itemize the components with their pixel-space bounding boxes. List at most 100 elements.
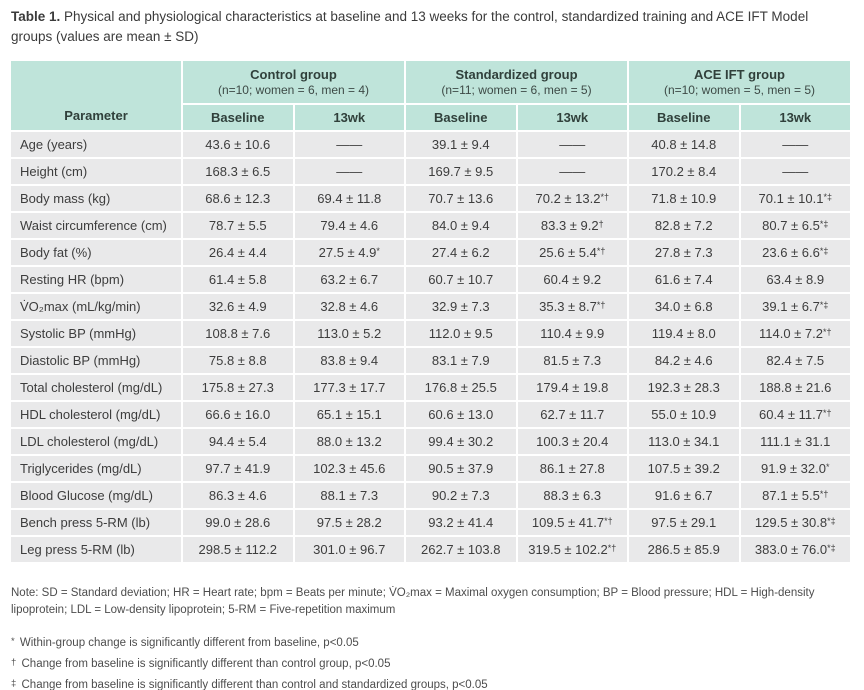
value-cell: 88.1 ± 7.3 — [294, 483, 404, 508]
significance-marker: *† — [596, 300, 606, 310]
value-cell: 43.6 ± 10.6 — [183, 132, 293, 157]
parameter-cell: V̇O₂max (mL/kg/min) — [11, 294, 181, 319]
value-cell: 88.0 ± 13.2 — [294, 429, 404, 454]
value-cell: 23.6 ± 6.6*‡ — [740, 240, 850, 265]
value-cell: 25.6 ± 5.4*† — [517, 240, 627, 265]
parameter-column-header: Parameter — [11, 61, 181, 130]
parameter-cell: Body fat (%) — [11, 240, 181, 265]
value-cell: 60.4 ± 11.7*† — [740, 402, 850, 427]
table-row: Leg press 5-RM (lb) 298.5 ± 112.2 301.0 ± … — [11, 537, 850, 562]
value-cell: 129.5 ± 30.8*‡ — [740, 510, 850, 535]
significance-marker: *† — [819, 489, 829, 499]
value-cell: 102.3 ± 45.6 — [294, 456, 404, 481]
group-n-info: (n=10; women = 5, men = 5) — [663, 83, 816, 97]
significance-marker: * — [376, 246, 380, 256]
value-cell: 99.4 ± 30.2 — [406, 429, 516, 454]
value-cell: 119.4 ± 8.0 — [629, 321, 739, 346]
abbreviations-note: Note: SD = Standard deviation; HR = Hear… — [11, 587, 815, 616]
value-cell: 262.7 ± 103.8 — [406, 537, 516, 562]
value-cell: 90.5 ± 37.9 — [406, 456, 516, 481]
parameter-cell: Height (cm) — [11, 159, 181, 184]
group-header-control: Control group (n=10; women = 6, men = 4) — [183, 61, 404, 103]
value-cell: 113.0 ± 5.2 — [294, 321, 404, 346]
significance-marker: † — [598, 219, 604, 229]
value-cell: 86.1 ± 27.8 — [517, 456, 627, 481]
value-cell: —— — [294, 159, 404, 184]
group-header-standardized: Standardized group (n=11; women = 6, men… — [406, 61, 627, 103]
value-cell: 170.2 ± 8.4 — [629, 159, 739, 184]
subheader-baseline: Baseline — [629, 105, 739, 130]
significance-marker: * — [825, 462, 830, 472]
parameter-cell: Resting HR (bpm) — [11, 267, 181, 292]
value-cell: —— — [294, 132, 404, 157]
value-cell: 70.2 ± 13.2*† — [517, 186, 627, 211]
value-cell: 97.5 ± 29.1 — [629, 510, 739, 535]
significance-marker: *‡ — [819, 246, 829, 256]
table-row: Triglycerides (mg/dL) 97.7 ± 41.9 102.3 ± … — [11, 456, 850, 481]
footnote-line: ‡ Change from baseline is significantly … — [11, 678, 488, 690]
value-cell: 109.5 ± 41.7*† — [517, 510, 627, 535]
table-row: Bench press 5-RM (lb) 99.0 ± 28.6 97.5 ± 2… — [11, 510, 850, 535]
significance-marker: *‡ — [823, 192, 832, 202]
value-cell: 97.5 ± 28.2 — [294, 510, 404, 535]
value-cell: 83.1 ± 7.9 — [406, 348, 516, 373]
value-cell: 26.4 ± 4.4 — [183, 240, 293, 265]
value-cell: 82.4 ± 7.5 — [740, 348, 850, 373]
value-cell: 91.6 ± 6.7 — [629, 483, 739, 508]
value-cell: 114.0 ± 7.2*† — [740, 321, 850, 346]
subheader-13wk: 13wk — [517, 105, 627, 130]
value-cell: 107.5 ± 39.2 — [629, 456, 739, 481]
value-cell: 78.7 ± 5.5 — [183, 213, 293, 238]
table-row: Diastolic BP (mmHg) 75.8 ± 8.8 83.8 ± 9.4 8… — [11, 348, 850, 373]
significance-marker: *‡ — [827, 516, 836, 526]
value-cell: 39.1 ± 9.4 — [406, 132, 516, 157]
significance-marker: *† — [604, 516, 613, 526]
significance-marker: *‡ — [827, 543, 836, 553]
value-cell: 112.0 ± 9.5 — [406, 321, 516, 346]
value-cell: 84.2 ± 4.6 — [629, 348, 739, 373]
value-cell: 34.0 ± 6.8 — [629, 294, 739, 319]
value-cell: 70.1 ± 10.1*‡ — [740, 186, 850, 211]
value-cell: 60.7 ± 10.7 — [406, 267, 516, 292]
value-cell: 319.5 ± 102.2*† — [517, 537, 627, 562]
value-cell: 88.3 ± 6.3 — [517, 483, 627, 508]
value-cell: 63.2 ± 6.7 — [294, 267, 404, 292]
characteristics-table: Parameter Control group (n=10; women = 6… — [9, 59, 852, 564]
parameter-cell: Leg press 5-RM (lb) — [11, 537, 181, 562]
value-cell: 35.3 ± 8.7*† — [517, 294, 627, 319]
value-cell: 84.0 ± 9.4 — [406, 213, 516, 238]
value-cell: 27.4 ± 6.2 — [406, 240, 516, 265]
significance-marker: *‡ — [819, 219, 829, 229]
value-cell: 87.1 ± 5.5*† — [740, 483, 850, 508]
footnote-line: * Within-group change is significantly d… — [11, 636, 359, 649]
value-cell: —— — [740, 159, 850, 184]
value-cell: 62.7 ± 11.7 — [517, 402, 627, 427]
value-cell: 169.7 ± 9.5 — [406, 159, 516, 184]
significance-marker: *† — [822, 327, 832, 337]
value-cell: 27.5 ± 4.9* — [294, 240, 404, 265]
value-cell: 286.5 ± 85.9 — [629, 537, 739, 562]
value-cell: 108.8 ± 7.6 — [183, 321, 293, 346]
table-row: LDL cholesterol (mg/dL) 94.4 ± 5.4 88.0 ± … — [11, 429, 850, 454]
value-cell: 61.4 ± 5.8 — [183, 267, 293, 292]
value-cell: 301.0 ± 96.7 — [294, 537, 404, 562]
table-header: Parameter Control group (n=10; women = 6… — [11, 61, 850, 130]
parameter-cell: Total cholesterol (mg/dL) — [11, 375, 181, 400]
value-cell: 32.8 ± 4.6 — [294, 294, 404, 319]
value-cell: 94.4 ± 5.4 — [183, 429, 293, 454]
table-row: Body mass (kg) 68.6 ± 12.3 69.4 ± 11.8 70.7… — [11, 186, 850, 211]
value-cell: 90.2 ± 7.3 — [406, 483, 516, 508]
parameter-cell: LDL cholesterol (mg/dL) — [11, 429, 181, 454]
value-cell: 188.8 ± 21.6 — [740, 375, 850, 400]
value-cell: 83.8 ± 9.4 — [294, 348, 404, 373]
value-cell: 70.7 ± 13.6 — [406, 186, 516, 211]
table-body: Age (years) 43.6 ± 10.6 —— 39.1 ± 9.4 —— 40.8… — [11, 132, 850, 562]
value-cell: 83.3 ± 9.2† — [517, 213, 627, 238]
value-cell: 55.0 ± 10.9 — [629, 402, 739, 427]
value-cell: 100.3 ± 20.4 — [517, 429, 627, 454]
group-name: Standardized group — [455, 67, 578, 82]
subheader-baseline: Baseline — [406, 105, 516, 130]
value-cell: 69.4 ± 11.8 — [294, 186, 404, 211]
parameter-cell: Systolic BP (mmHg) — [11, 321, 181, 346]
value-cell: 97.7 ± 41.9 — [183, 456, 293, 481]
